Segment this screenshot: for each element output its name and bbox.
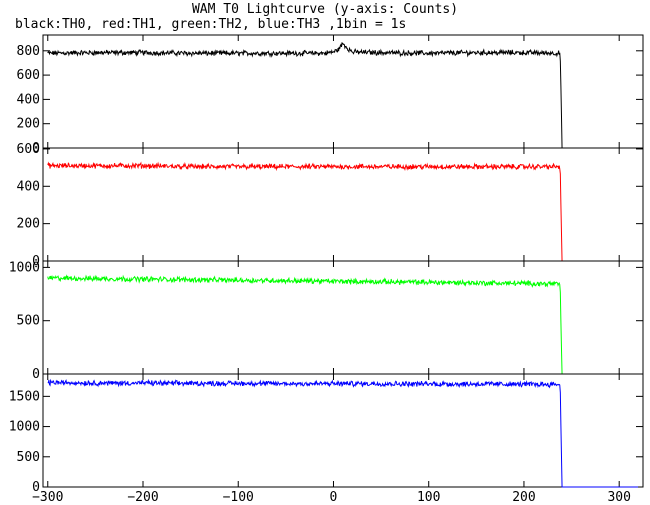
panel-th2: 0 500 1000 (9, 260, 644, 382)
y-tick-label: 400 (17, 92, 40, 107)
y-tick-label: 600 (17, 142, 40, 157)
chart-subtitle: black:TH0, red:TH1, green:TH2, blue:TH3 … (15, 17, 407, 32)
y-tick-label: 500 (17, 314, 40, 329)
panel-th3: 0 500 1000 1500 (9, 373, 644, 495)
panel-th0: 0 200 400 600 800 (17, 34, 644, 156)
y-tick-label: 600 (17, 68, 40, 83)
panels-layer: 0200400600800020040060005001000050010001… (9, 34, 644, 505)
y-tick-label: 800 (17, 44, 40, 59)
y-tick-label: 500 (17, 450, 40, 465)
x-tick-label: −200 (127, 490, 158, 505)
x-tick-label: 0 (330, 490, 338, 505)
panel-th1: 0 200 400 600 (17, 142, 644, 269)
panel-frame (42, 373, 644, 488)
y-tick-label: 200 (17, 117, 40, 132)
series-line-th1 (47, 161, 639, 262)
series-line-th0 (47, 42, 639, 149)
y-tick-label: 0 (32, 254, 40, 269)
chart-title: WAM T0 Lightcurve (y-axis: Counts) (191, 2, 459, 17)
y-tick-label: 0 (32, 480, 40, 495)
x-tick-label: 200 (512, 490, 535, 505)
y-tick-label: 0 (32, 141, 40, 156)
y-tick-label: 400 (17, 179, 40, 194)
y-tick-label: 1500 (9, 389, 40, 404)
y-tick-label: 1000 (9, 420, 40, 435)
x-tick-label: −100 (223, 490, 254, 505)
y-tick-label: 0 (32, 367, 40, 382)
series-line-th3 (47, 378, 639, 488)
x-tick-label: 100 (417, 490, 440, 505)
series-line-th2 (47, 274, 639, 375)
y-tick-label: 1000 (9, 260, 40, 275)
x-tick-label: 300 (607, 490, 630, 505)
x-tick-label: −300 (32, 490, 63, 505)
y-tick-label: 200 (17, 217, 40, 232)
